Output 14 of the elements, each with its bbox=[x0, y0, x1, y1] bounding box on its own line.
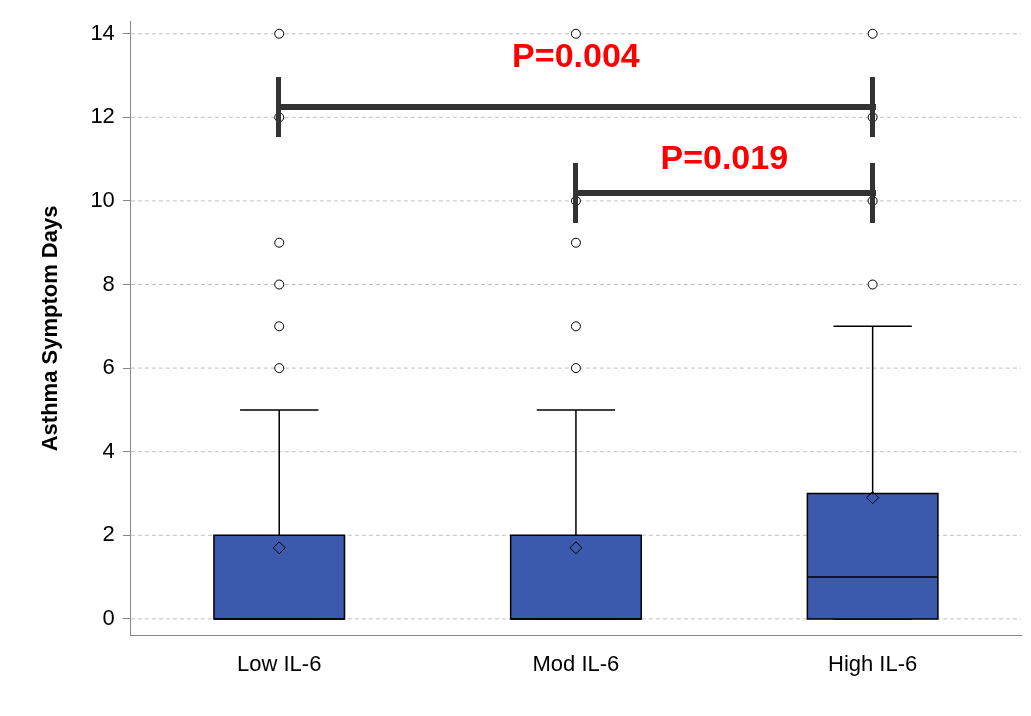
y-tick-label: 12 bbox=[90, 103, 115, 129]
x-tick-label: High IL-6 bbox=[828, 650, 918, 676]
x-tick-label: Low IL-6 bbox=[237, 650, 322, 676]
annotation: P=0.019 bbox=[660, 137, 789, 177]
annotation: P=0.004 bbox=[512, 35, 640, 75]
y-tick-label: 0 bbox=[102, 604, 115, 630]
x-tick-label: Mod IL-6 bbox=[532, 650, 620, 676]
y-tick-label: 2 bbox=[102, 521, 115, 547]
y-tick-label: 10 bbox=[90, 186, 115, 212]
y-tick-label: 14 bbox=[90, 19, 115, 45]
y-tick-label: 4 bbox=[102, 437, 115, 463]
y-tick-label: 8 bbox=[102, 270, 115, 296]
y-tick-label: 6 bbox=[102, 354, 115, 380]
y-axis-title: Asthma Symptom Days bbox=[37, 205, 63, 452]
